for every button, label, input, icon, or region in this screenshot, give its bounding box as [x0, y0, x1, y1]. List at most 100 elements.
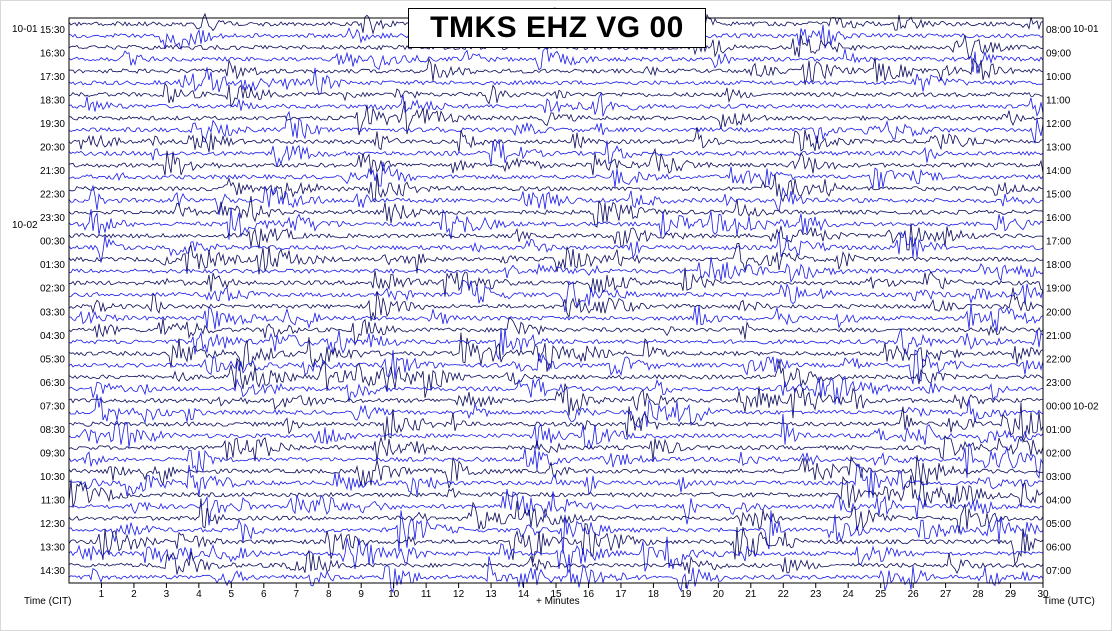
trace-row — [68, 173, 1043, 203]
trace-row — [68, 147, 1044, 176]
trace-row — [68, 127, 1044, 153]
x-tick-label: 8 — [326, 589, 332, 600]
right-date-label: 10-01 — [1073, 24, 1099, 35]
trace-row — [69, 279, 1044, 313]
x-tick-label: 2 — [131, 589, 137, 600]
x-tick-label: 6 — [261, 589, 267, 600]
x-tick-label: 10 — [388, 589, 400, 600]
trace-row — [68, 475, 1044, 509]
left-date-label: 10-01 — [12, 24, 38, 35]
left-hour-label: 21:30 — [40, 166, 65, 177]
left-hour-label: 19:30 — [40, 119, 65, 130]
trace-row — [68, 402, 1044, 444]
x-tick-label: 27 — [940, 589, 952, 600]
left-date-label: 10-02 — [12, 220, 38, 231]
right-hour-label: 05:00 — [1046, 519, 1071, 530]
x-tick-label: 11 — [421, 589, 432, 600]
left-hour-label: 04:30 — [40, 331, 65, 342]
trace-row — [68, 223, 1044, 251]
trace-row — [68, 383, 1044, 419]
right-hour-label: 21:00 — [1046, 331, 1071, 342]
left-axis-label: Time (CIT) — [24, 596, 72, 607]
right-hour-label: 10:00 — [1046, 72, 1071, 83]
left-time-ticks: 15:30 16:30 17:30 18:30 19:30 20:30 21:30 22:30… — [12, 24, 65, 577]
x-tick-label: 17 — [615, 589, 627, 600]
trace-row — [69, 100, 1044, 136]
trace-row — [68, 47, 1044, 74]
left-hour-label: 06:30 — [40, 378, 65, 389]
x-tick-label: 7 — [293, 589, 299, 600]
x-tick-label: 28 — [973, 589, 985, 600]
trace-row — [68, 92, 1044, 117]
x-tick-label: 26 — [908, 589, 920, 600]
trace-row — [68, 161, 1044, 189]
trace-row — [68, 207, 1044, 240]
trace-row — [68, 332, 1044, 372]
left-hour-label: 11:30 — [41, 496, 66, 507]
x-tick-label: 22 — [778, 589, 790, 600]
left-hour-label: 05:30 — [40, 354, 65, 365]
left-hour-label: 08:30 — [40, 425, 65, 436]
x-tick-label: 20 — [713, 589, 725, 600]
x-tick-label: 21 — [745, 589, 757, 600]
right-hour-label: 17:00 — [1046, 237, 1071, 248]
right-hour-label: 06:00 — [1046, 543, 1071, 554]
seismic-traces — [68, 6, 1044, 594]
trace-row — [68, 443, 1044, 479]
right-time-ticks: 08:00 09:00 10:00 11:00 12:00 13:00 14:00 15:00… — [1046, 24, 1099, 577]
left-hour-label: 07:30 — [40, 401, 65, 412]
x-tick-label: 24 — [843, 589, 855, 600]
trace-row — [68, 488, 1044, 526]
left-hour-label: 17:30 — [40, 72, 65, 83]
x-axis-ticks: 1 2 3 4 5 6 7 8 9 10 11 12 13 14 15 16 17 18 19 20 21 22 23 24 2… — [99, 583, 1049, 600]
trace-row — [68, 184, 1044, 215]
left-hour-label: 10:30 — [40, 472, 65, 483]
x-tick-label: 12 — [453, 589, 465, 600]
trace-row — [68, 67, 1044, 95]
right-date-label: 10-02 — [1073, 401, 1099, 412]
left-hour-label: 16:30 — [40, 48, 65, 59]
trace-row — [68, 357, 1044, 398]
trace-row — [68, 536, 1044, 574]
right-axis-label: Time (UTC) — [1043, 596, 1095, 607]
right-hour-label: 18:00 — [1046, 260, 1071, 271]
x-tick-label: 4 — [196, 589, 202, 600]
trace-row — [68, 349, 1044, 385]
right-hour-label: 12:00 — [1046, 119, 1071, 130]
right-hour-label: 20:00 — [1046, 307, 1071, 318]
left-hour-label: 13:30 — [40, 543, 65, 554]
right-hour-label: 03:00 — [1046, 472, 1071, 483]
left-hour-label: 18:30 — [40, 95, 65, 106]
trace-row — [68, 435, 1044, 462]
right-hour-label: 14:00 — [1046, 166, 1071, 177]
right-hour-label: 11:00 — [1046, 95, 1071, 106]
trace-row — [68, 549, 1044, 575]
x-tick-label: 13 — [486, 589, 498, 600]
right-hour-label: 04:00 — [1046, 496, 1071, 507]
left-hour-label: 15:30 — [40, 25, 65, 36]
x-tick-label: 3 — [164, 589, 170, 600]
trace-row — [68, 57, 1044, 85]
trace-row — [68, 257, 1044, 283]
left-hour-label: 01:30 — [40, 260, 65, 271]
trace-row — [68, 316, 1044, 347]
left-hour-label: 23:30 — [40, 213, 65, 224]
plot-border — [68, 17, 1044, 584]
right-hour-label: 19:00 — [1046, 284, 1071, 295]
x-tick-label: 15 — [550, 589, 562, 600]
trace-row — [68, 554, 1044, 594]
right-hour-label: 13:00 — [1046, 142, 1071, 153]
trace-row — [68, 110, 1044, 144]
right-hour-label: 09:00 — [1046, 48, 1071, 59]
x-axis-label: + Minutes — [536, 596, 580, 607]
right-hour-label: 16:00 — [1046, 213, 1071, 224]
trace-row — [68, 138, 1044, 167]
x-tick-label: 25 — [875, 589, 887, 600]
trace-row — [68, 462, 1044, 498]
left-hour-label: 02:30 — [40, 284, 65, 295]
left-hour-label: 03:30 — [40, 307, 65, 318]
trace-row — [68, 394, 1044, 428]
right-hour-label: 08:00 — [1046, 25, 1071, 36]
right-hour-label: 15:00 — [1046, 190, 1071, 201]
